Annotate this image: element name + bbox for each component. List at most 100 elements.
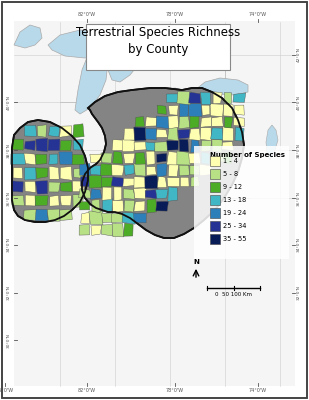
Text: 86°0'W: 86°0'W (0, 388, 14, 393)
Polygon shape (111, 177, 125, 187)
Polygon shape (91, 226, 102, 235)
Polygon shape (135, 117, 145, 127)
Polygon shape (124, 128, 134, 140)
Polygon shape (35, 209, 49, 221)
Polygon shape (201, 92, 211, 105)
Polygon shape (123, 178, 135, 187)
Text: 1 - 4: 1 - 4 (223, 158, 238, 164)
Polygon shape (49, 126, 60, 137)
Polygon shape (222, 142, 234, 150)
Polygon shape (266, 125, 278, 160)
Polygon shape (124, 200, 135, 212)
Text: 38°0'N: 38°0'N (7, 142, 11, 158)
Polygon shape (49, 154, 58, 164)
Polygon shape (179, 165, 189, 176)
Text: 30°0'N: 30°0'N (7, 332, 11, 348)
Text: 25 - 34: 25 - 34 (223, 223, 247, 229)
Polygon shape (78, 189, 91, 198)
Polygon shape (80, 164, 91, 176)
Polygon shape (167, 152, 179, 165)
Polygon shape (211, 116, 223, 126)
Text: 36°0'N: 36°0'N (7, 190, 11, 206)
Polygon shape (60, 210, 72, 220)
Polygon shape (124, 165, 134, 175)
Polygon shape (123, 223, 133, 236)
Polygon shape (190, 166, 200, 175)
Polygon shape (59, 152, 72, 164)
Polygon shape (189, 129, 201, 140)
Polygon shape (75, 48, 108, 114)
Polygon shape (167, 94, 180, 103)
Text: 40°0'N: 40°0'N (297, 94, 301, 110)
Polygon shape (167, 127, 178, 140)
Bar (210, 182, 220, 192)
Polygon shape (47, 209, 60, 221)
Bar (194, 146, 289, 259)
Text: 40°0'N: 40°0'N (7, 94, 11, 110)
Polygon shape (157, 154, 167, 162)
Polygon shape (133, 213, 146, 223)
Bar (210, 208, 220, 218)
Polygon shape (111, 214, 124, 223)
Polygon shape (79, 224, 90, 235)
Polygon shape (145, 128, 157, 140)
Bar (210, 169, 220, 179)
Polygon shape (60, 182, 72, 192)
Polygon shape (14, 25, 42, 48)
Polygon shape (134, 177, 146, 188)
Polygon shape (112, 140, 125, 150)
Polygon shape (89, 176, 102, 188)
Polygon shape (108, 42, 142, 82)
Text: 78°0'W: 78°0'W (166, 12, 184, 17)
Text: 36°0'N: 36°0'N (297, 190, 301, 206)
Polygon shape (134, 142, 147, 150)
Polygon shape (101, 153, 112, 163)
Text: 74°0'W: 74°0'W (249, 388, 267, 393)
Polygon shape (191, 176, 200, 187)
Polygon shape (224, 117, 233, 128)
Text: N: N (193, 259, 199, 265)
Polygon shape (13, 168, 23, 178)
Polygon shape (49, 182, 60, 192)
Polygon shape (90, 154, 102, 163)
Bar (210, 221, 220, 231)
Polygon shape (201, 117, 212, 127)
Polygon shape (114, 187, 122, 201)
Polygon shape (167, 178, 180, 186)
Polygon shape (90, 189, 102, 200)
Text: Terrestrial Species Richness
by County: Terrestrial Species Richness by County (76, 26, 240, 56)
Polygon shape (48, 139, 60, 151)
Polygon shape (195, 78, 248, 95)
Polygon shape (223, 153, 232, 164)
Polygon shape (210, 104, 224, 117)
Polygon shape (102, 187, 112, 200)
Polygon shape (36, 138, 48, 152)
Polygon shape (112, 224, 124, 237)
Polygon shape (190, 115, 199, 128)
Polygon shape (178, 129, 190, 139)
Polygon shape (102, 199, 112, 212)
Polygon shape (189, 153, 201, 164)
Polygon shape (37, 125, 47, 137)
Text: 74°0'W: 74°0'W (249, 12, 267, 17)
Polygon shape (73, 124, 84, 138)
Polygon shape (157, 164, 167, 177)
Polygon shape (36, 154, 47, 164)
Polygon shape (123, 189, 135, 199)
Polygon shape (145, 190, 157, 199)
Polygon shape (136, 152, 146, 164)
Polygon shape (112, 200, 124, 213)
Polygon shape (235, 127, 244, 141)
Polygon shape (155, 142, 168, 152)
Polygon shape (130, 88, 200, 108)
Polygon shape (123, 153, 135, 164)
Bar (210, 156, 220, 166)
Polygon shape (73, 181, 84, 192)
Polygon shape (157, 176, 167, 188)
Polygon shape (224, 92, 232, 104)
Polygon shape (23, 210, 37, 220)
Polygon shape (179, 116, 190, 129)
Polygon shape (156, 201, 168, 211)
Polygon shape (138, 45, 162, 65)
Bar (210, 234, 220, 244)
